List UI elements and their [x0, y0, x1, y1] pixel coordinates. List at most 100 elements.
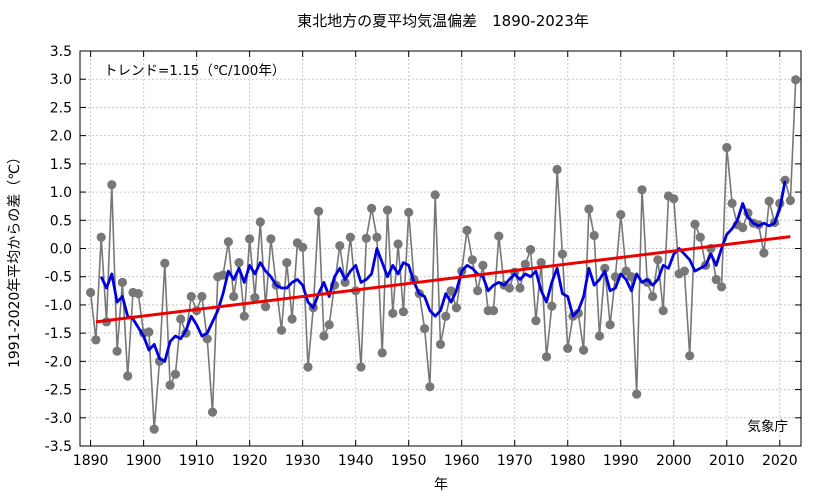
credit-label: 気象庁 — [748, 419, 789, 435]
annual-point — [372, 232, 382, 242]
annual-point — [690, 219, 700, 229]
annual-point — [266, 234, 276, 244]
annual-point — [377, 348, 387, 358]
annual-point — [324, 320, 334, 330]
y-tick-label: -3.5 — [45, 439, 72, 455]
annual-point — [96, 232, 106, 242]
annual-point — [367, 203, 377, 213]
annual-point — [441, 311, 451, 321]
annual-point — [144, 327, 154, 337]
annual-point — [239, 311, 249, 321]
x-tick-label: 1910 — [179, 453, 215, 469]
annual-point — [282, 258, 292, 268]
annual-point — [176, 314, 186, 324]
annual-point — [451, 303, 461, 313]
annual-point — [547, 301, 557, 311]
annual-point — [515, 283, 525, 293]
annual-point — [759, 248, 769, 258]
annual-point — [785, 195, 796, 206]
annual-point — [170, 369, 180, 379]
y-axis-label: 1991-2020年平均からの差（℃） — [7, 150, 23, 368]
moving-average-series — [99, 180, 787, 363]
annual-point — [658, 306, 668, 316]
y-tick-label: -0.5 — [45, 270, 72, 286]
annual-point — [276, 325, 287, 335]
annual-point — [727, 198, 737, 208]
annual-point — [494, 231, 504, 241]
annual-point — [207, 407, 218, 417]
annual-point — [404, 207, 414, 217]
annual-point — [552, 164, 562, 175]
annual-point — [117, 277, 127, 287]
annual-point — [91, 335, 101, 345]
annual-point — [536, 258, 546, 268]
annual-point — [107, 180, 117, 190]
annual-point — [711, 274, 721, 285]
annual-point — [223, 237, 233, 247]
annual-series — [86, 75, 801, 434]
annual-point — [738, 223, 748, 233]
annual-point — [234, 258, 244, 268]
x-tick-label: 1890 — [73, 453, 109, 469]
annual-point — [112, 346, 122, 356]
x-tick-label: 1930 — [285, 453, 321, 469]
annual-point — [473, 286, 483, 296]
x-tick-label: 2000 — [656, 453, 692, 469]
x-tick-label: 1970 — [497, 453, 533, 469]
annual-point — [716, 282, 727, 292]
y-tick-label: -1.5 — [45, 326, 72, 342]
annual-point — [335, 241, 345, 251]
annual-point — [388, 308, 398, 318]
x-tick-label: 1940 — [338, 453, 374, 469]
y-tick-label: 1.5 — [50, 157, 72, 173]
annual-point — [791, 75, 801, 85]
annual-point — [616, 210, 626, 220]
annual-point — [425, 382, 435, 392]
annual-point — [303, 362, 313, 372]
annual-point — [261, 302, 271, 312]
x-tick-label: 1900 — [126, 453, 162, 469]
annual-point — [520, 259, 530, 269]
annual-point — [504, 283, 514, 293]
trend-series — [95, 235, 791, 324]
annual-point — [229, 291, 239, 302]
y-tick-label: -1.0 — [45, 298, 72, 314]
annual-point — [186, 291, 196, 302]
annual-point — [86, 287, 96, 298]
x-tick-label: 2010 — [709, 453, 745, 469]
y-tick-label: -3.0 — [45, 411, 72, 427]
annual-point — [600, 263, 610, 273]
moving-average-line — [99, 180, 787, 363]
annual-point — [584, 204, 594, 214]
annual-point — [531, 316, 541, 326]
annual-point — [632, 389, 642, 399]
annual-point — [526, 245, 536, 255]
annual-point — [382, 205, 393, 215]
annual-point — [245, 234, 255, 244]
annual-point — [488, 306, 499, 316]
annual-point — [579, 345, 589, 355]
y-tick-label: 0.5 — [50, 213, 72, 229]
y-tick-label: 3.5 — [50, 44, 72, 60]
chart-title: 東北地方の夏平均気温偏差 1890-2023年 — [297, 12, 589, 30]
y-tick-label: 2.5 — [50, 100, 72, 116]
x-tick-label: 1920 — [232, 453, 268, 469]
x-tick-label: 1950 — [391, 453, 427, 469]
annual-point — [133, 289, 143, 299]
annual-point — [250, 293, 260, 303]
annual-point — [218, 270, 228, 280]
annual-point — [197, 291, 207, 302]
annual-point — [298, 242, 308, 252]
x-tick-label: 1960 — [444, 453, 480, 469]
annual-line — [89, 79, 797, 430]
y-tick-label: 3.0 — [50, 72, 72, 88]
annual-point — [287, 314, 297, 324]
annual-point — [780, 175, 790, 185]
y-tick-label: 0.0 — [50, 242, 72, 258]
annual-point — [605, 320, 615, 330]
annual-point — [722, 142, 732, 153]
x-axis-label: 年 — [434, 477, 448, 493]
annual-point — [648, 291, 658, 302]
annual-point — [695, 232, 705, 242]
